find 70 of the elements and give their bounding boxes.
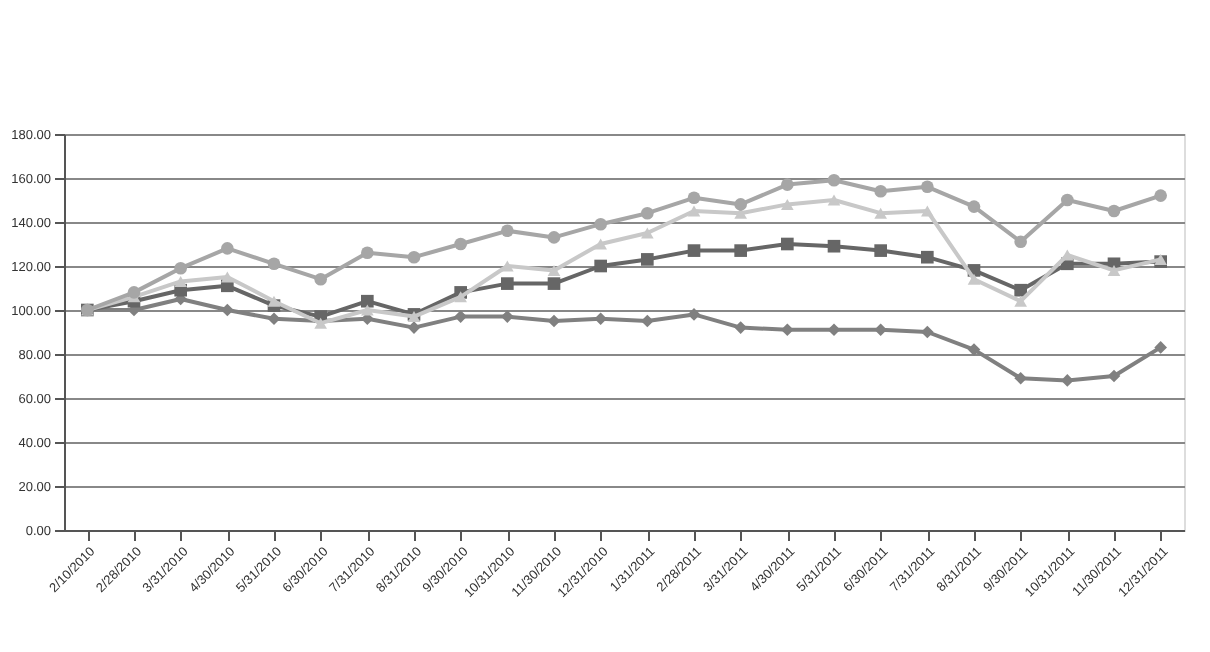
- point: [1107, 369, 1121, 383]
- point: [547, 231, 561, 244]
- point: [267, 295, 281, 307]
- point: [641, 206, 654, 220]
- point: [874, 323, 887, 337]
- point: [921, 250, 934, 264]
- point: [594, 259, 607, 273]
- point: [407, 321, 421, 334]
- point: [781, 198, 794, 210]
- point: [361, 294, 374, 308]
- point: [781, 178, 794, 191]
- point: [641, 314, 654, 328]
- point: [921, 325, 934, 339]
- point: [407, 250, 421, 264]
- point: [454, 310, 467, 323]
- point: [501, 260, 514, 272]
- point: [734, 244, 747, 257]
- point: [1061, 193, 1074, 207]
- point: [174, 275, 187, 287]
- point: [547, 277, 561, 290]
- point: [1014, 371, 1027, 385]
- point: [827, 173, 841, 187]
- point: [967, 273, 981, 285]
- point: [547, 314, 561, 328]
- point: [267, 312, 281, 326]
- point: [221, 271, 234, 283]
- point: [547, 264, 561, 276]
- point: [501, 310, 514, 323]
- point: [1014, 283, 1027, 297]
- point: [314, 272, 327, 286]
- point: [594, 312, 607, 326]
- point: [221, 242, 234, 255]
- point: [734, 321, 747, 334]
- point: [874, 184, 887, 198]
- point: [221, 303, 234, 317]
- point: [781, 237, 794, 251]
- point: [1014, 295, 1027, 307]
- point: [267, 257, 281, 271]
- point: [641, 253, 654, 266]
- point: [174, 261, 187, 275]
- point: [1154, 189, 1167, 202]
- point: [827, 239, 841, 253]
- point: [781, 323, 794, 337]
- point: [687, 244, 701, 257]
- point: [1154, 341, 1167, 354]
- point: [594, 238, 607, 250]
- point: [361, 304, 374, 316]
- point: [501, 224, 514, 238]
- point: [827, 194, 841, 206]
- point: [687, 205, 701, 217]
- point: [687, 308, 701, 321]
- point: [361, 246, 374, 260]
- point: [1014, 235, 1027, 249]
- point: [454, 291, 467, 303]
- point: [641, 227, 654, 239]
- point: [874, 207, 887, 219]
- point: [454, 237, 467, 251]
- point: [827, 323, 841, 337]
- point: [921, 205, 934, 217]
- point: [734, 198, 747, 211]
- point: [594, 217, 607, 231]
- point: [921, 180, 934, 194]
- point: [1107, 204, 1121, 218]
- point: [967, 200, 981, 213]
- point: [501, 277, 514, 290]
- point: [687, 191, 701, 205]
- point: [127, 286, 141, 299]
- point: [874, 244, 887, 257]
- point: [967, 343, 981, 356]
- point: [1107, 264, 1121, 276]
